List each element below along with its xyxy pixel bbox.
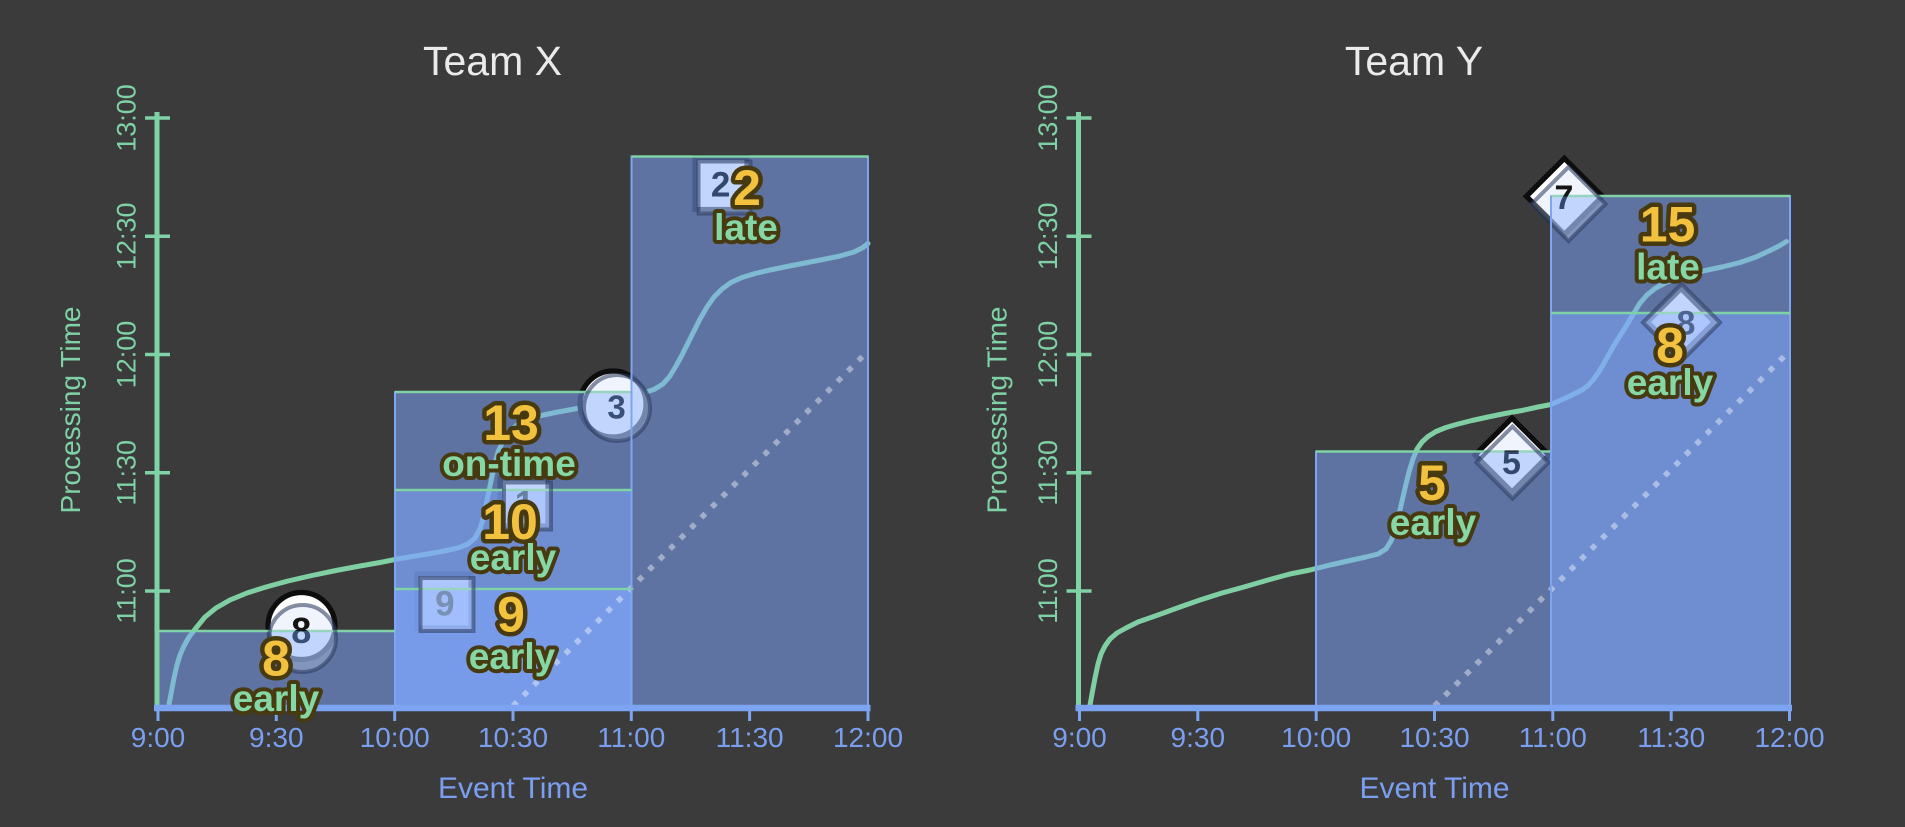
svg-text:12:00: 12:00 (833, 722, 903, 753)
svg-text:13: 13 (483, 395, 539, 451)
svg-text:late: late (1636, 247, 1700, 288)
svg-text:early: early (1627, 362, 1714, 403)
svg-text:7: 7 (1554, 179, 1573, 217)
svg-text:12:00: 12:00 (112, 321, 142, 389)
svg-text:9: 9 (435, 585, 454, 624)
svg-text:Event Time: Event Time (1359, 772, 1509, 805)
svg-text:10:00: 10:00 (360, 722, 430, 753)
svg-text:12:00: 12:00 (1754, 722, 1824, 753)
svg-text:on-time: on-time (442, 443, 576, 484)
svg-text:12:00: 12:00 (1033, 321, 1063, 389)
svg-text:11:30: 11:30 (1033, 440, 1063, 506)
svg-text:11:00: 11:00 (597, 722, 665, 753)
svg-text:8: 8 (262, 631, 290, 687)
svg-text:Processing Time: Processing Time (55, 307, 86, 514)
svg-text:early: early (233, 678, 320, 719)
svg-text:10: 10 (482, 494, 538, 550)
svg-text:Processing Time: Processing Time (981, 307, 1012, 514)
svg-text:1: 1 (515, 485, 534, 524)
svg-text:11:30: 11:30 (112, 440, 142, 506)
svg-text:12:30: 12:30 (1033, 202, 1063, 270)
svg-text:Team X: Team X (423, 38, 562, 84)
svg-text:9:00: 9:00 (131, 722, 186, 753)
svg-text:5: 5 (1418, 455, 1446, 511)
svg-text:Event Time: Event Time (438, 772, 588, 805)
svg-text:late: late (714, 207, 778, 248)
svg-text:11:00: 11:00 (1519, 722, 1587, 753)
svg-text:11:00: 11:00 (112, 558, 142, 624)
svg-text:13:00: 13:00 (112, 84, 142, 152)
svg-text:2: 2 (711, 166, 730, 205)
svg-text:9:30: 9:30 (249, 722, 304, 753)
svg-text:early: early (469, 636, 556, 677)
svg-text:9:00: 9:00 (1052, 722, 1107, 753)
svg-text:9: 9 (497, 587, 525, 643)
svg-text:8: 8 (1677, 305, 1696, 343)
svg-text:15: 15 (1640, 197, 1696, 253)
svg-text:11:00: 11:00 (1033, 558, 1063, 624)
svg-text:Team Y: Team Y (1345, 38, 1483, 84)
svg-text:10:30: 10:30 (478, 722, 548, 753)
svg-text:10:30: 10:30 (1399, 722, 1469, 753)
svg-text:3: 3 (607, 388, 625, 425)
svg-text:11:30: 11:30 (716, 722, 784, 753)
svg-text:early: early (1390, 502, 1477, 543)
svg-text:12:30: 12:30 (112, 202, 142, 270)
svg-text:8: 8 (1656, 318, 1684, 374)
svg-text:early: early (470, 537, 557, 578)
svg-text:10:00: 10:00 (1281, 722, 1351, 753)
svg-text:11:30: 11:30 (1637, 722, 1705, 753)
svg-text:2: 2 (733, 160, 761, 216)
svg-text:13:00: 13:00 (1033, 84, 1063, 152)
svg-text:9:30: 9:30 (1171, 722, 1226, 753)
svg-text:8: 8 (291, 610, 311, 651)
svg-text:5: 5 (1502, 444, 1521, 482)
